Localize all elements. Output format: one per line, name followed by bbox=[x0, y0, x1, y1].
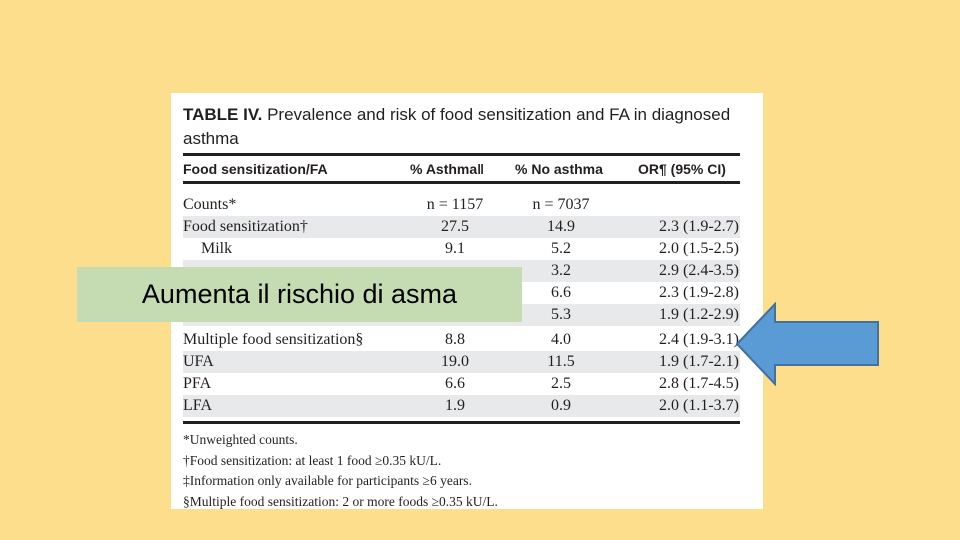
row-no-asthma: 14.9 bbox=[547, 218, 575, 235]
row-label: UFA bbox=[183, 353, 214, 370]
table-row: PFA 6.6 2.5 2.8 (1.7-4.5) bbox=[183, 373, 740, 395]
row-or: 2.3 (1.9-2.8) bbox=[659, 284, 739, 301]
table-footnotes: *Unweighted counts. †Food sensitization:… bbox=[183, 430, 743, 512]
row-label: Milk bbox=[201, 240, 233, 257]
table-top-rule bbox=[183, 153, 740, 156]
row-asthma: 1.9 bbox=[445, 397, 465, 414]
table-row: 6.6 2.3 (1.9-2.8) bbox=[183, 282, 740, 304]
row-label: LFA bbox=[183, 397, 213, 414]
row-asthma: 6.6 bbox=[445, 375, 465, 392]
header-no-asthma: % No asthma bbox=[515, 161, 603, 177]
row-no-asthma: n = 7037 bbox=[532, 196, 590, 213]
table-row: LFA 1.9 0.9 2.0 (1.1-3.7) bbox=[183, 395, 740, 418]
row-no-asthma: 6.6 bbox=[551, 284, 571, 301]
table-row: Food sensitization† 27.5 14.9 2.3 (1.9-2… bbox=[183, 216, 740, 239]
row-or: 1.9 (1.7-2.1) bbox=[659, 353, 739, 370]
row-label: Counts* bbox=[183, 196, 237, 213]
header-food-sensitization: Food sensitization/FA bbox=[183, 161, 328, 177]
row-or: 2.0 (1.1-3.7) bbox=[659, 397, 739, 414]
row-no-asthma: 2.5 bbox=[551, 375, 571, 392]
table-caption: TABLE IV. Prevalence and risk of food se… bbox=[183, 103, 743, 151]
table-header-rule bbox=[183, 181, 740, 184]
header-or: OR¶ (95% CI) bbox=[638, 161, 726, 177]
row-or: 1.9 (1.2-2.9) bbox=[659, 306, 739, 323]
footnote: §Multiple food sensitization: 2 or more … bbox=[183, 493, 498, 509]
row-label: Multiple food sensitization§ bbox=[183, 331, 364, 348]
row-no-asthma: 4.0 bbox=[551, 331, 571, 348]
footnote: *Unweighted counts. bbox=[183, 432, 298, 447]
table-row: Counts* n = 1157 n = 7037 bbox=[183, 194, 740, 216]
row-asthma: 8.8 bbox=[445, 331, 465, 348]
header-asthma: % Asthma‖ bbox=[410, 161, 485, 177]
row-label: PFA bbox=[183, 375, 212, 392]
callout-box: Aumenta il rischio di asma bbox=[77, 267, 522, 322]
row-or: 2.0 (1.5-2.5) bbox=[659, 240, 739, 257]
table-row: Multiple food sensitization§ 8.8 4.0 2.4… bbox=[183, 329, 740, 351]
table-row: UFA 19.0 11.5 1.9 (1.7-2.1) bbox=[183, 351, 740, 374]
footnote: †Food sensitization: at least 1 food ≥0.… bbox=[183, 452, 442, 468]
row-no-asthma: 5.2 bbox=[551, 240, 571, 257]
table-bottom-rule bbox=[183, 421, 740, 424]
table-row: Milk 9.1 5.2 2.0 (1.5-2.5) bbox=[183, 238, 740, 260]
table-header-row: Food sensitization/FA % Asthma‖ % No ast… bbox=[183, 157, 740, 181]
table-caption-text: Prevalence and risk of food sensitizatio… bbox=[183, 105, 731, 148]
row-asthma: 19.0 bbox=[441, 353, 469, 370]
row-or: 2.3 (1.9-2.7) bbox=[659, 218, 739, 235]
row-asthma: 9.1 bbox=[445, 240, 465, 257]
row-asthma: 27.5 bbox=[441, 218, 469, 235]
row-or: 2.8 (1.7-4.5) bbox=[659, 375, 739, 392]
row-no-asthma: 3.2 bbox=[551, 262, 571, 279]
footnote: ‡Information only available for particip… bbox=[183, 473, 472, 488]
row-asthma: n = 1157 bbox=[426, 196, 484, 213]
row-or: 2.4 (1.9-3.1) bbox=[659, 331, 739, 348]
row-no-asthma: 5.3 bbox=[551, 306, 571, 323]
row-or: 2.9 (2.4-3.5) bbox=[659, 262, 739, 279]
row-no-asthma: 0.9 bbox=[551, 397, 571, 414]
table-caption-bold: TABLE IV. bbox=[183, 105, 263, 124]
row-label: Food sensitization† bbox=[183, 218, 308, 235]
left-arrow-icon bbox=[735, 302, 879, 386]
row-no-asthma: 11.5 bbox=[547, 353, 575, 370]
arrow-shape bbox=[735, 302, 879, 386]
